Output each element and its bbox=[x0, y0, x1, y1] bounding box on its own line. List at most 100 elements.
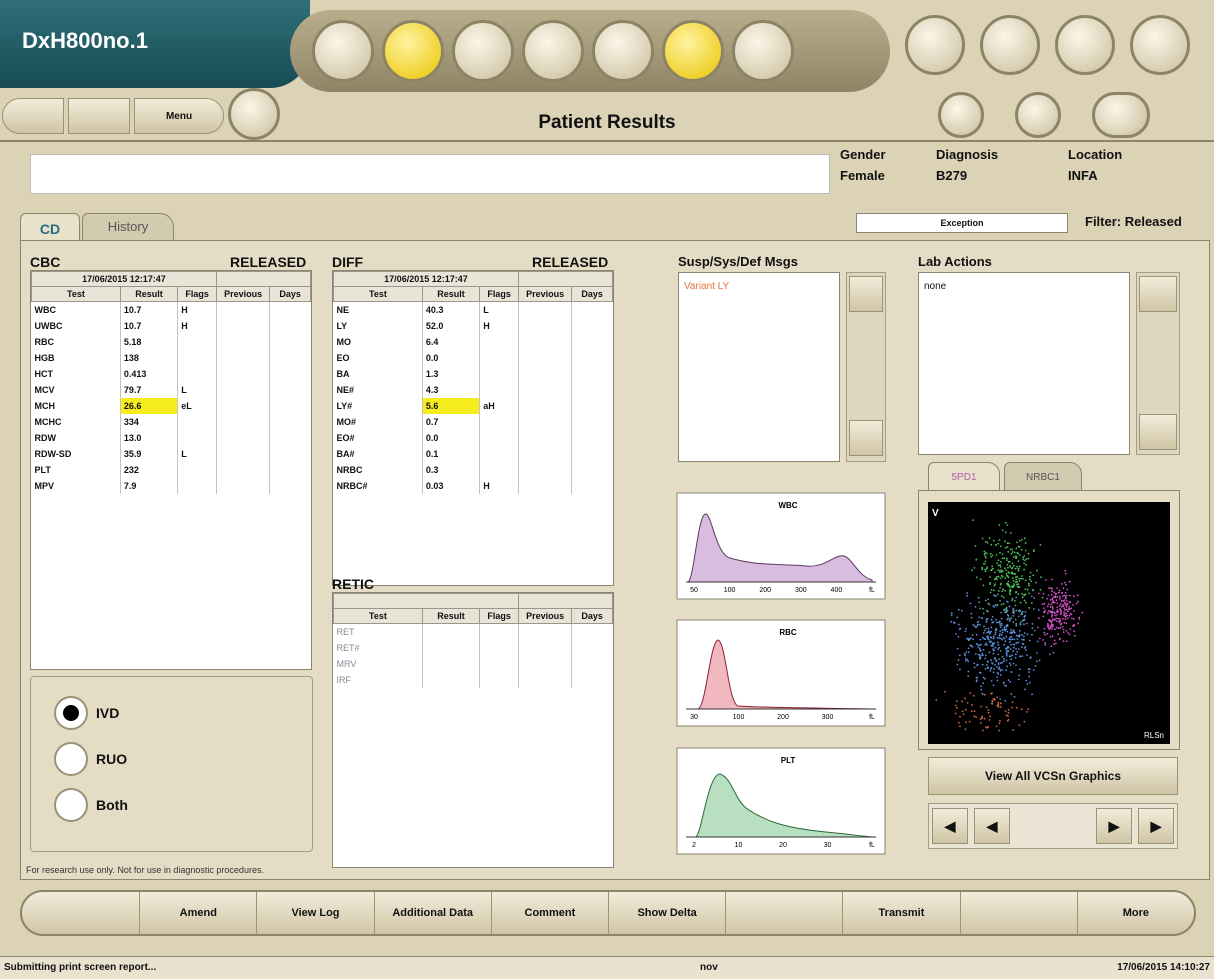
result: 5.6 bbox=[421, 398, 480, 414]
menu-button[interactable]: Menu bbox=[134, 98, 224, 134]
scatter-dot bbox=[950, 614, 953, 617]
scatter-dot bbox=[1050, 578, 1053, 581]
scroll-down[interactable] bbox=[1139, 414, 1177, 450]
scatter-dot bbox=[959, 725, 961, 728]
action-button[interactable] bbox=[725, 892, 842, 934]
action-button[interactable] bbox=[959, 892, 1077, 934]
radio-button[interactable] bbox=[54, 788, 88, 822]
scatter-dot bbox=[966, 658, 969, 661]
user-button[interactable] bbox=[1130, 15, 1190, 75]
sound-button[interactable] bbox=[1092, 92, 1150, 138]
scatter-dot bbox=[992, 645, 994, 647]
scatter-dot bbox=[985, 609, 988, 612]
result-row: MPV 7.9 bbox=[32, 478, 311, 494]
scatter-dot bbox=[1032, 574, 1035, 577]
scatter-dot bbox=[966, 594, 968, 597]
scatter-dot bbox=[988, 576, 991, 578]
icon-button[interactable] bbox=[662, 20, 724, 82]
scatter-dot bbox=[1007, 711, 1010, 714]
scatter-dot bbox=[1007, 708, 1010, 711]
help-button[interactable] bbox=[1055, 15, 1115, 75]
run-button[interactable] bbox=[938, 92, 984, 138]
scatter-dot bbox=[1062, 628, 1065, 631]
back-button[interactable] bbox=[2, 98, 64, 134]
cell bbox=[269, 414, 311, 430]
action-button[interactable]: Transmit bbox=[842, 892, 959, 934]
icon-button[interactable] bbox=[522, 20, 584, 82]
radio-button[interactable] bbox=[54, 696, 88, 730]
scatter-dot bbox=[1044, 579, 1047, 581]
scatter-dot bbox=[1007, 550, 1010, 553]
first-button[interactable]: ◀ bbox=[932, 808, 968, 844]
scatter-dot bbox=[1012, 577, 1014, 579]
action-button[interactable]: Additional Data bbox=[373, 892, 491, 934]
scatter-dot bbox=[970, 710, 973, 713]
test-name: MO# bbox=[336, 417, 357, 427]
radio-button[interactable] bbox=[54, 742, 88, 776]
tab[interactable]: NRBC1 bbox=[1004, 462, 1082, 491]
scatter-dot bbox=[1051, 628, 1054, 630]
scroll-down[interactable] bbox=[849, 420, 883, 456]
results-table: Test Result Flags Previous Days RET RET# MRV IRF bbox=[333, 593, 614, 688]
exception-box[interactable]: Exception bbox=[856, 213, 1068, 233]
cell bbox=[215, 366, 270, 382]
plt-curve bbox=[694, 773, 873, 838]
tab-active[interactable]: CD bbox=[20, 213, 80, 242]
icon-button[interactable] bbox=[382, 20, 444, 82]
action-button[interactable]: Show Delta bbox=[608, 892, 725, 934]
action-button[interactable]: Amend bbox=[139, 892, 256, 934]
scatter-dot bbox=[1023, 562, 1025, 565]
icon-button[interactable] bbox=[312, 20, 374, 82]
results-table: 17/06/2015 12:17:47 Test Result Flags Previo… bbox=[31, 271, 312, 494]
flag bbox=[479, 334, 519, 350]
scatter-dot bbox=[1020, 613, 1023, 616]
last-button[interactable]: ▶ bbox=[1138, 808, 1174, 844]
column-header: Flags bbox=[479, 286, 519, 302]
scatter-dot bbox=[993, 578, 996, 581]
scatter-dot bbox=[990, 644, 993, 647]
tab-active[interactable]: 5PD1 bbox=[928, 462, 1000, 491]
icon-button[interactable] bbox=[732, 20, 794, 82]
scatter-dot bbox=[1023, 599, 1026, 602]
panel-status: RELEASED bbox=[532, 254, 609, 270]
scatter-dot bbox=[1023, 632, 1026, 634]
action-button[interactable]: View Log bbox=[256, 892, 373, 934]
stop-button[interactable] bbox=[1015, 92, 1061, 138]
prev-button[interactable]: ◀ bbox=[974, 808, 1010, 844]
scatter-dot bbox=[1059, 608, 1062, 611]
scroll-up[interactable] bbox=[849, 276, 883, 312]
scroll-up[interactable] bbox=[1139, 276, 1177, 312]
report-button[interactable] bbox=[228, 88, 280, 140]
scatter-dot bbox=[1002, 588, 1005, 591]
scatter-dot bbox=[997, 701, 1000, 704]
scatter-dot bbox=[1014, 618, 1017, 621]
search-button[interactable] bbox=[980, 15, 1040, 75]
action-button[interactable]: More bbox=[1076, 892, 1194, 934]
scatter-dot bbox=[1065, 606, 1068, 608]
scatter-dot bbox=[1051, 598, 1054, 601]
view-all-button[interactable]: View All VCSn Graphics bbox=[928, 757, 1178, 795]
cell bbox=[215, 446, 270, 462]
scatter-dot bbox=[1000, 634, 1003, 636]
result-row: MO# 0.7 bbox=[334, 414, 613, 430]
cell bbox=[269, 366, 311, 382]
scatter-dot bbox=[965, 628, 968, 630]
scatter-dot bbox=[1081, 611, 1084, 614]
forward-button[interactable] bbox=[68, 98, 130, 134]
scatter-dot bbox=[967, 638, 970, 640]
cell bbox=[517, 640, 572, 656]
scatter-dot bbox=[1007, 571, 1010, 573]
scatter-dot bbox=[1026, 711, 1028, 713]
print-button[interactable] bbox=[905, 15, 965, 75]
icon-button[interactable] bbox=[452, 20, 514, 82]
tab[interactable]: History bbox=[82, 213, 174, 241]
icon-button[interactable] bbox=[592, 20, 654, 82]
next-button[interactable]: ▶ bbox=[1096, 808, 1132, 844]
action-button[interactable]: Comment bbox=[490, 892, 608, 934]
scatter-dot bbox=[1025, 679, 1028, 682]
result: 79.7 bbox=[119, 382, 178, 398]
scatter-dot bbox=[983, 550, 986, 553]
scatter-dot bbox=[1021, 538, 1023, 541]
action-button[interactable] bbox=[22, 892, 139, 934]
scatter-dot bbox=[967, 651, 970, 654]
